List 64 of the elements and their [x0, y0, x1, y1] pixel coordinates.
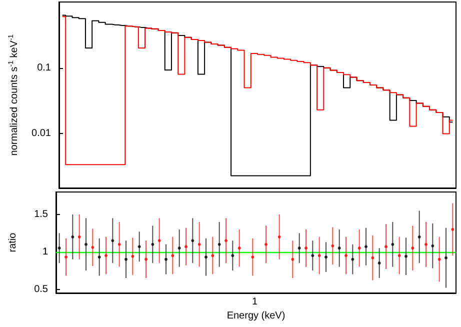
point: [344, 254, 348, 258]
point: [291, 258, 294, 261]
point: [98, 256, 101, 259]
y-tick-label: 1: [42, 246, 48, 258]
point: [178, 246, 181, 250]
point: [131, 254, 134, 258]
point: [324, 256, 328, 259]
point: [78, 235, 81, 238]
point: [304, 246, 308, 250]
point: [64, 256, 68, 259]
point: [424, 242, 428, 246]
point: [138, 245, 141, 248]
point: [451, 228, 454, 231]
point: [91, 246, 94, 249]
y-tick-label: 0.01: [32, 128, 52, 140]
point: [144, 258, 148, 261]
point: [404, 254, 408, 258]
point: [224, 239, 228, 242]
point: [384, 245, 388, 248]
point: [351, 258, 354, 261]
point: [398, 254, 401, 258]
point: [211, 254, 214, 258]
point: [231, 254, 234, 258]
point: [251, 256, 254, 259]
point: [418, 235, 421, 238]
point: [71, 235, 74, 238]
text: 1: [252, 296, 258, 308]
point: [278, 235, 281, 238]
point: [358, 246, 361, 250]
point: [164, 258, 168, 261]
point: [444, 256, 448, 260]
point: [431, 244, 434, 248]
y-axis-title: ratio: [8, 232, 18, 252]
point: [171, 254, 174, 258]
point: [58, 246, 61, 250]
point: [364, 245, 368, 248]
point: [124, 258, 128, 261]
point: [318, 254, 321, 258]
point: [371, 256, 374, 260]
point: [218, 242, 221, 246]
point: [391, 242, 394, 246]
point: [238, 246, 241, 250]
point: [411, 246, 414, 250]
point: [158, 239, 161, 242]
point: [198, 242, 201, 246]
point: [264, 242, 268, 246]
point: [111, 239, 114, 242]
point: [331, 244, 334, 248]
point: [378, 262, 381, 265]
point: [84, 242, 88, 246]
point: [298, 246, 301, 250]
y-tick-label: 0.5: [34, 284, 48, 295]
point: [118, 242, 121, 246]
point: [311, 254, 314, 258]
point: [204, 256, 208, 259]
y-tick-label: 0.1: [37, 62, 52, 74]
x-axis-title: Energy (keV): [226, 310, 286, 322]
point: [338, 246, 341, 250]
y-tick-label: 1.5: [34, 208, 48, 220]
point: [191, 239, 194, 242]
point: [104, 254, 108, 258]
point: [184, 245, 188, 248]
point: [151, 242, 154, 246]
point: [438, 258, 441, 261]
